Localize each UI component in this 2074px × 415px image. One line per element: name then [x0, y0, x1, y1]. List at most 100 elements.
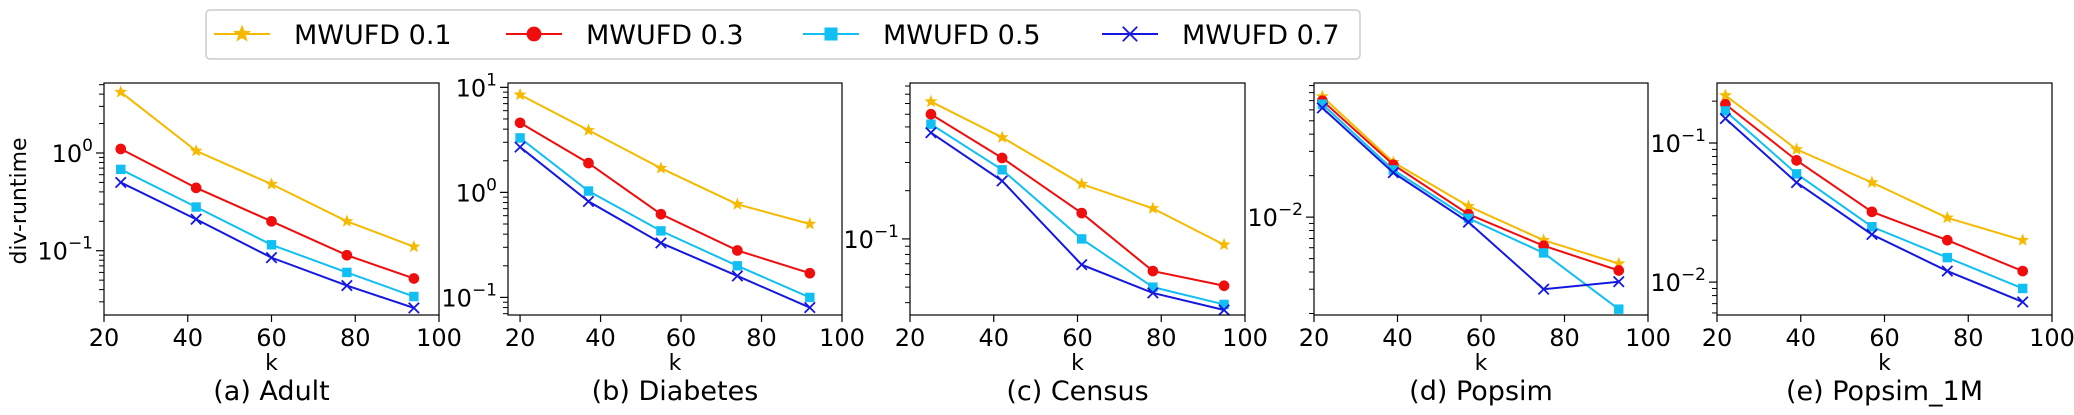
series [115, 143, 420, 284]
data-point [2016, 296, 2029, 308]
y-tick-base: 10 [441, 284, 472, 312]
legend-marker [526, 26, 542, 42]
data-point [1463, 213, 1474, 224]
x-tick-label: 40 [1785, 324, 1816, 352]
plot-frame [1313, 82, 1649, 316]
x-tick-label: 80 [1146, 324, 1177, 352]
data-point [1218, 280, 1230, 292]
data-point [1941, 234, 1953, 246]
data-point [513, 87, 527, 101]
data-point [1146, 201, 1160, 214]
x-tick-label: 60 [666, 324, 697, 352]
legend: MWUFD 0.1 MWUFD 0.3 MWUFD 0.5 MWUFD 0.7 [205, 9, 1361, 60]
data-point [1612, 256, 1626, 270]
data-point [803, 301, 816, 314]
legend-label: MWUFD 0.5 [883, 20, 1041, 51]
panel-caption: (e) Popsim_1M [1786, 376, 1983, 407]
y-tick-label: 10−1 [37, 234, 93, 266]
series [1718, 88, 2030, 246]
y-tick-base: 10 [843, 226, 874, 254]
data-point [1866, 206, 1878, 218]
data-point [2017, 265, 2029, 277]
x-tick-label: 80 [340, 324, 371, 352]
y-tick-base: 10 [1650, 130, 1681, 158]
data-point [1940, 210, 1954, 224]
data-point [1076, 234, 1087, 244]
y-tick-exponent: 0 [82, 136, 93, 156]
data-point [925, 108, 937, 120]
series [926, 119, 1229, 310]
series [924, 94, 1231, 251]
x-tick-label: 40 [585, 324, 616, 352]
data-point [1387, 166, 1400, 179]
x-axis-label: k [1071, 351, 1084, 376]
chart-panel: 20 40 60 80 100 10−1 k(c) Census [843, 82, 1268, 407]
series [1317, 95, 1625, 276]
data-point [114, 176, 127, 189]
data-point [805, 292, 815, 303]
x-tick-label: 100 [1625, 324, 1671, 352]
data-point [731, 270, 744, 282]
data-point [732, 245, 743, 256]
x-axis-label: k [669, 351, 682, 376]
x-tick-label: 100 [416, 324, 462, 352]
y-tick-label: 10−1 [843, 222, 899, 254]
x-tick-label: 40 [1382, 324, 1413, 352]
data-point [654, 161, 668, 174]
data-point [515, 133, 525, 143]
data-point [1790, 142, 1804, 155]
y-tick-exponent: −1 [472, 280, 497, 300]
series-line [519, 93, 811, 225]
data-point [1217, 237, 1231, 251]
data-point [997, 165, 1007, 175]
data-point [2017, 283, 2028, 294]
data-point [925, 126, 937, 139]
data-point [1317, 99, 1328, 109]
plot-frame [507, 82, 843, 316]
data-point [1219, 299, 1229, 310]
data-point [190, 182, 202, 194]
panel-caption: (d) Popsim [1409, 376, 1553, 407]
series-line [120, 148, 415, 280]
legend-marker [1122, 26, 1138, 42]
data-point [1718, 88, 1732, 101]
y-tick-exponent: −2 [1278, 200, 1303, 220]
series [114, 85, 421, 253]
chart-panel: 20 40 60 80 100 10−2 k(d) Popsim [1247, 82, 1671, 407]
data-point [655, 237, 667, 249]
data-point [1461, 199, 1475, 212]
data-point [1791, 155, 1802, 166]
data-point [409, 291, 419, 302]
y-tick-base: 10 [456, 179, 487, 207]
series [116, 164, 419, 302]
data-point [583, 157, 594, 169]
data-point [114, 85, 128, 98]
y-tick-exponent: 0 [486, 175, 497, 195]
x-tick-label: 80 [746, 324, 777, 352]
x-tick-label: 60 [256, 324, 287, 352]
y-tick-base: 10 [52, 140, 83, 168]
legend-frame [205, 9, 1361, 60]
data-point [191, 202, 201, 212]
x-tick-label: 20 [895, 324, 926, 352]
y-tick-label: 100 [52, 136, 93, 168]
data-point [1719, 112, 1732, 125]
x-tick-label: 60 [1869, 324, 1900, 352]
y-tick-label: 10−2 [1247, 200, 1303, 232]
data-point [340, 214, 354, 227]
series [114, 176, 420, 314]
data-point [1148, 282, 1158, 292]
series-line [1724, 94, 2023, 242]
x-tick-label: 20 [505, 324, 536, 352]
y-tick-exponent: −1 [68, 234, 93, 254]
data-point [583, 186, 594, 196]
data-point [1076, 207, 1088, 219]
legend-marker [824, 27, 838, 41]
data-point [266, 215, 277, 227]
data-point [1218, 304, 1230, 316]
data-point [656, 226, 666, 236]
data-point [2016, 233, 2030, 246]
panel-caption: (b) Diabetes [592, 376, 759, 407]
series [1719, 112, 2029, 308]
